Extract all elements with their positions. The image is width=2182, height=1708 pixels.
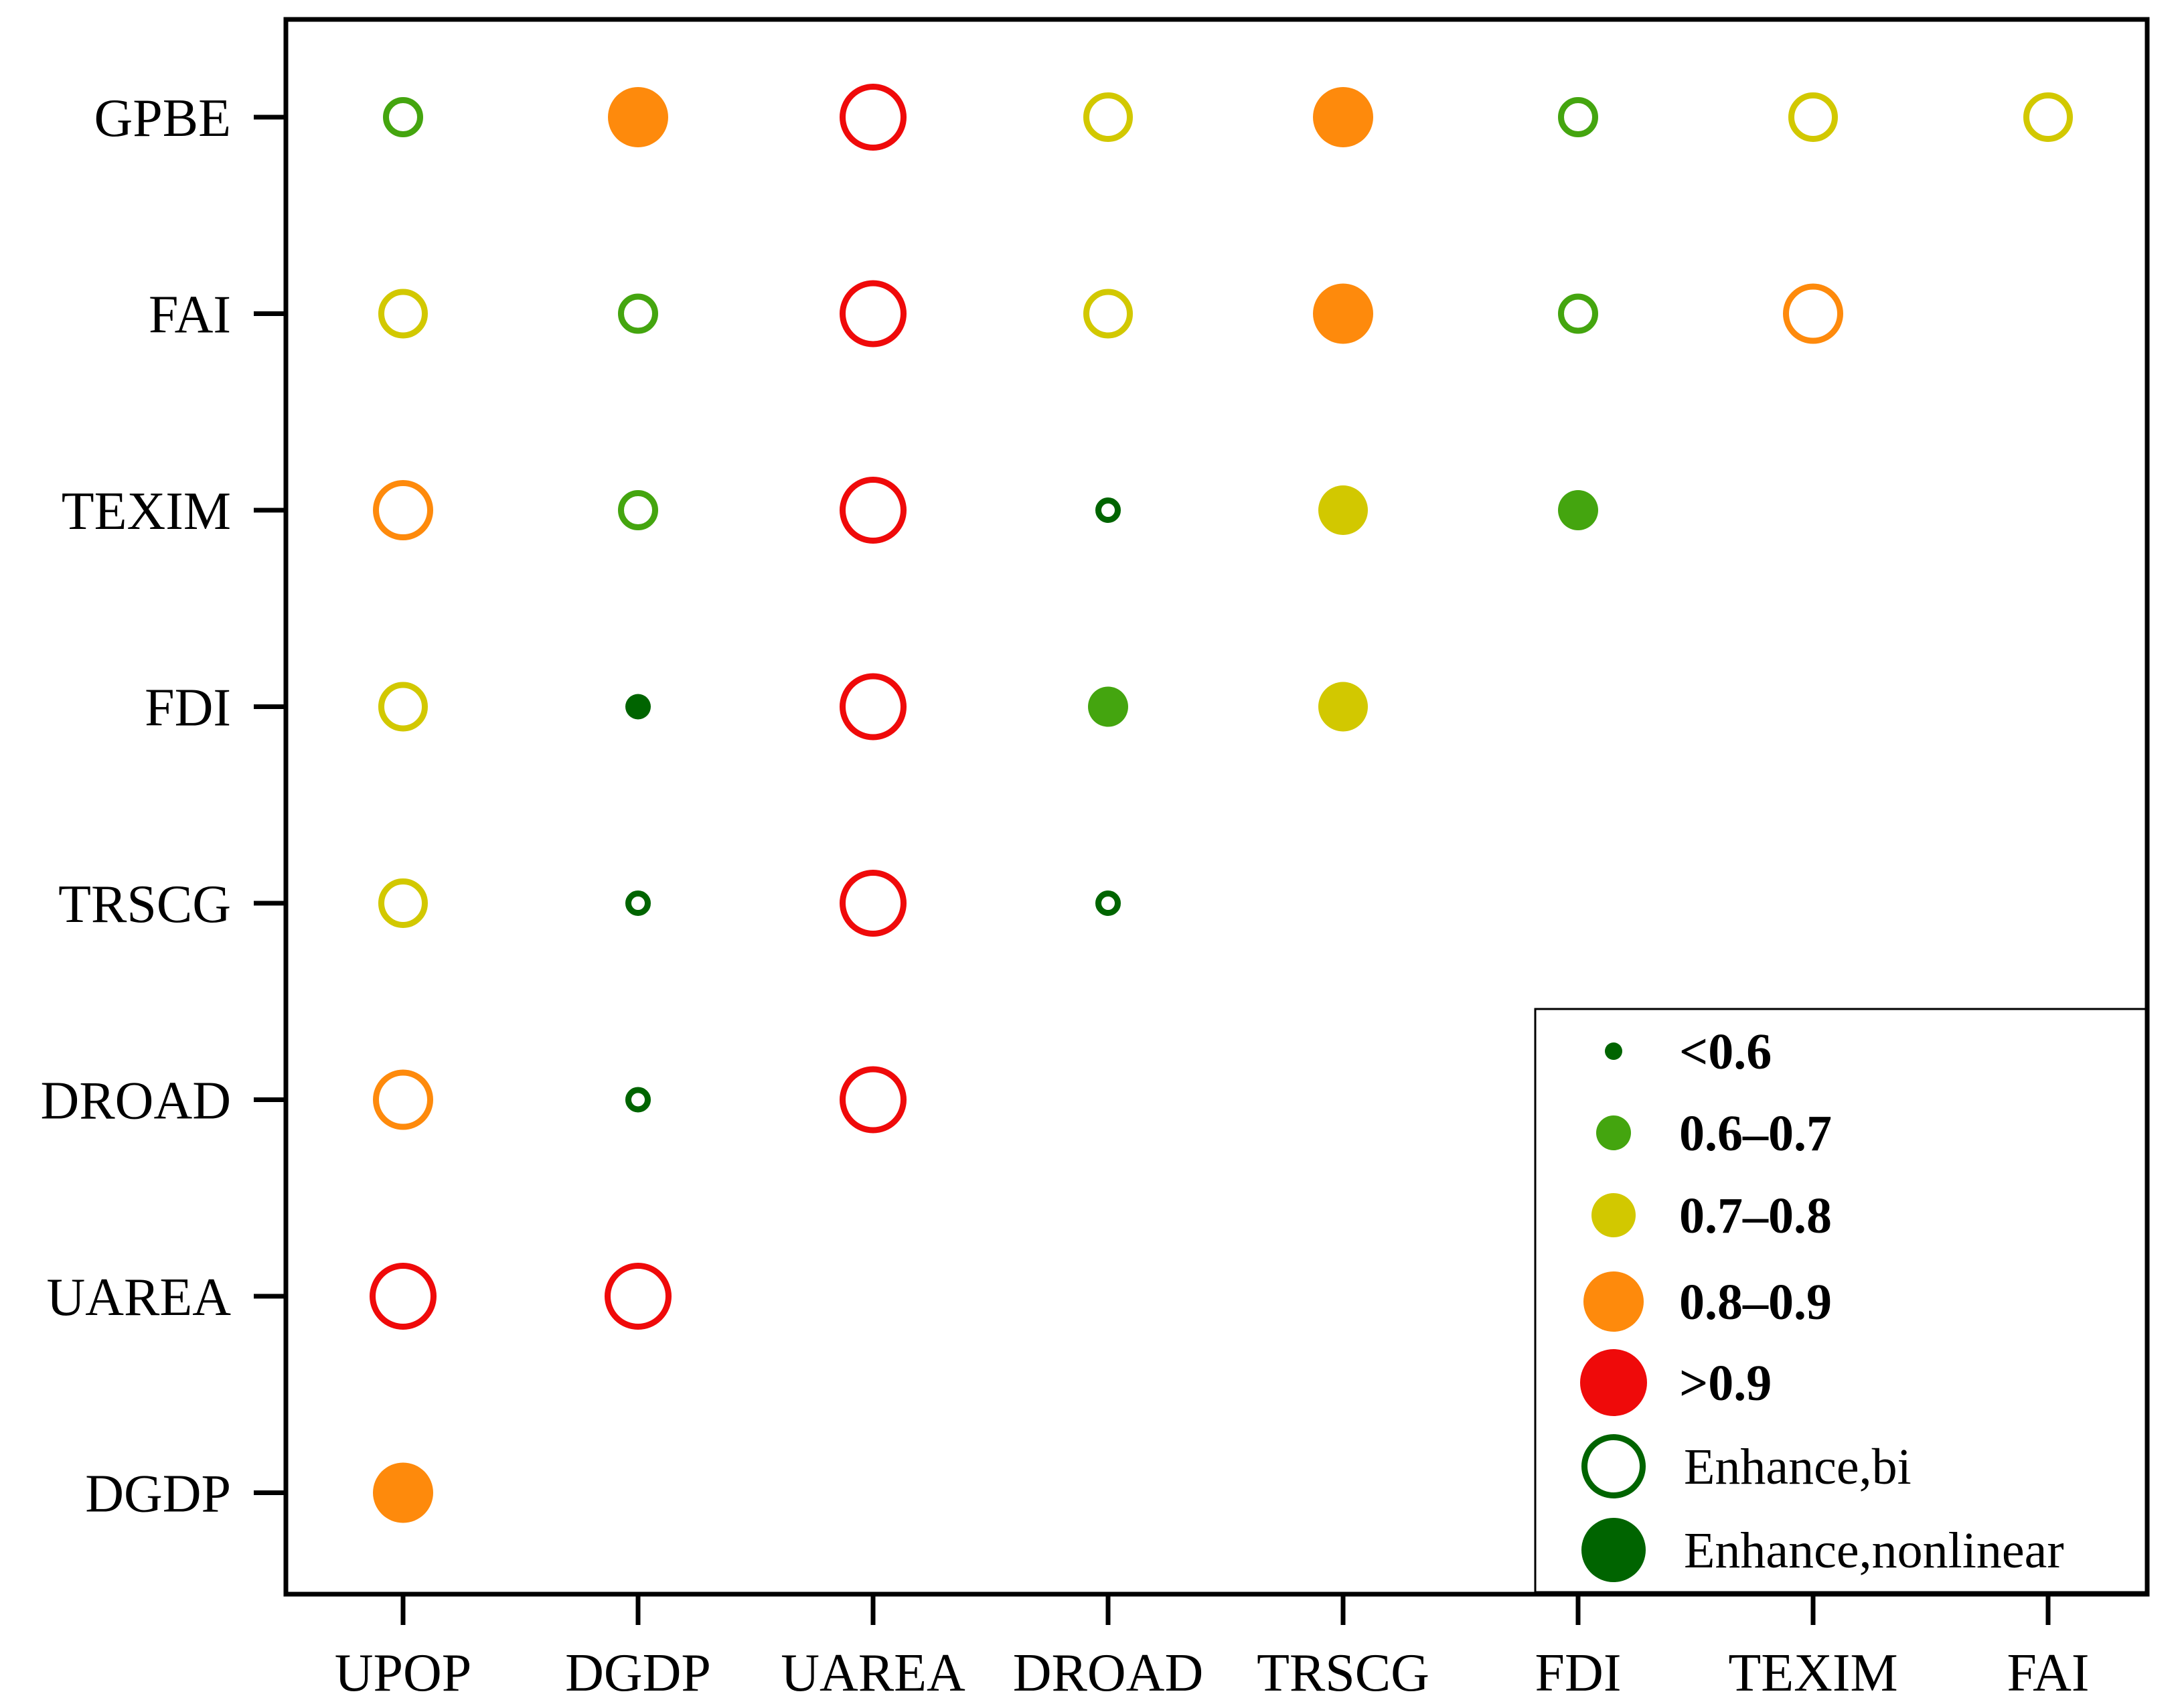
data-point	[840, 477, 907, 544]
data-point	[1095, 890, 1121, 916]
legend-marker	[1596, 1115, 1631, 1150]
data-point	[373, 1462, 433, 1523]
y-tick-label: TRSCG	[58, 875, 231, 934]
legend-marker	[1591, 1193, 1636, 1237]
y-tick-label: FAI	[149, 286, 231, 345]
x-tick-label: TRSCG	[1257, 1644, 1429, 1703]
data-point	[373, 480, 433, 540]
data-point	[618, 293, 658, 334]
data-point	[840, 84, 907, 151]
x-tick-label: FAI	[2007, 1644, 2090, 1703]
y-tick-label: DGDP	[85, 1465, 231, 1524]
data-point	[370, 1263, 437, 1330]
legend-marker	[1605, 1042, 1622, 1060]
y-axis: GPBE FAI TEXIM FDI TRSCG DROAD UAREA DGDP	[41, 89, 286, 1524]
x-tick-label: TEXIM	[1728, 1644, 1897, 1703]
legend-label: <0.6	[1679, 1024, 1772, 1080]
data-point	[1783, 283, 1843, 344]
data-point	[840, 280, 907, 347]
data-point	[1083, 92, 1133, 142]
data-point	[378, 878, 428, 928]
data-point	[1088, 686, 1128, 727]
data-point	[625, 890, 651, 916]
y-tick-label: GPBE	[94, 89, 232, 148]
legend: <0.6 0.6–0.7 0.7–0.8 0.8–0.9 >0.9 Enhance,bi E…	[1534, 1008, 2147, 1594]
data-point	[1313, 87, 1373, 147]
legend-label: Enhance,bi	[1684, 1439, 1912, 1495]
data-point	[840, 1066, 907, 1134]
data-point	[625, 1087, 651, 1113]
legend-marker	[1581, 1434, 1646, 1498]
data-point	[1318, 485, 1368, 535]
x-tick-label: DROAD	[1013, 1644, 1203, 1703]
legend-marker	[1581, 1518, 1646, 1582]
data-point	[2023, 92, 2073, 142]
x-axis: UPOP DGDP UAREA DROAD TRSCG FDI TEXIM FAI	[335, 1594, 2090, 1703]
data-point	[1083, 289, 1133, 339]
y-tick-label: TEXIM	[62, 482, 231, 541]
legend-label: Enhance,nonlinear	[1684, 1523, 2064, 1579]
x-tick-label: UPOP	[335, 1644, 472, 1703]
y-tick-label: UAREA	[46, 1268, 231, 1327]
data-point	[378, 289, 428, 339]
points-layer	[370, 84, 2073, 1523]
legend-label: 0.6–0.7	[1679, 1105, 1832, 1162]
plot-frame	[283, 17, 2150, 1597]
data-point	[1318, 682, 1368, 732]
data-point	[840, 870, 907, 937]
data-point	[1788, 92, 1838, 142]
data-point	[608, 87, 668, 147]
legend-marker	[1583, 1271, 1644, 1332]
data-point	[1095, 497, 1121, 523]
data-point	[373, 1069, 433, 1130]
x-tick-label: FDI	[1535, 1644, 1622, 1703]
x-tick-label: DGDP	[565, 1644, 711, 1703]
legend-marker	[1580, 1349, 1647, 1416]
data-point	[605, 1263, 672, 1330]
data-point	[378, 682, 428, 732]
legend-label: 0.8–0.9	[1679, 1274, 1832, 1330]
x-tick-label: UAREA	[781, 1644, 965, 1703]
data-point	[1313, 283, 1373, 344]
data-point	[1558, 293, 1598, 334]
legend-label: 0.7–0.8	[1679, 1188, 1832, 1244]
data-point	[1558, 490, 1598, 530]
data-point	[1558, 97, 1598, 137]
y-tick-label: FDI	[145, 679, 231, 738]
legend-label: >0.9	[1679, 1355, 1772, 1411]
data-point	[625, 694, 651, 720]
y-tick-label: DROAD	[41, 1072, 231, 1131]
data-point	[618, 490, 658, 530]
data-point	[383, 97, 423, 137]
data-point	[840, 673, 907, 741]
